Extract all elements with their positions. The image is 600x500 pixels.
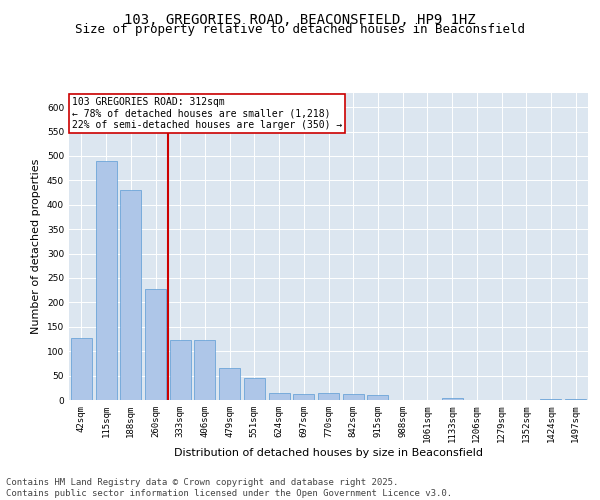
Bar bbox=[565, 399, 586, 400]
Bar bbox=[343, 394, 364, 400]
Bar bbox=[95, 161, 116, 400]
Bar bbox=[71, 338, 92, 400]
Bar bbox=[120, 190, 141, 400]
Text: Size of property relative to detached houses in Beaconsfield: Size of property relative to detached ho… bbox=[75, 24, 525, 36]
Bar bbox=[318, 393, 339, 400]
Bar bbox=[367, 395, 388, 400]
Bar bbox=[269, 393, 290, 400]
Text: Contains HM Land Registry data © Crown copyright and database right 2025.
Contai: Contains HM Land Registry data © Crown c… bbox=[6, 478, 452, 498]
Bar bbox=[541, 399, 562, 400]
Bar bbox=[219, 368, 240, 400]
Y-axis label: Number of detached properties: Number of detached properties bbox=[31, 158, 41, 334]
Text: 103 GREGORIES ROAD: 312sqm
← 78% of detached houses are smaller (1,218)
22% of s: 103 GREGORIES ROAD: 312sqm ← 78% of deta… bbox=[71, 97, 342, 130]
Bar bbox=[293, 394, 314, 400]
Bar bbox=[442, 398, 463, 400]
Bar bbox=[145, 288, 166, 400]
X-axis label: Distribution of detached houses by size in Beaconsfield: Distribution of detached houses by size … bbox=[174, 448, 483, 458]
Bar bbox=[244, 378, 265, 400]
Bar bbox=[170, 340, 191, 400]
Bar bbox=[194, 340, 215, 400]
Text: 103, GREGORIES ROAD, BEACONSFIELD, HP9 1HZ: 103, GREGORIES ROAD, BEACONSFIELD, HP9 1… bbox=[124, 12, 476, 26]
